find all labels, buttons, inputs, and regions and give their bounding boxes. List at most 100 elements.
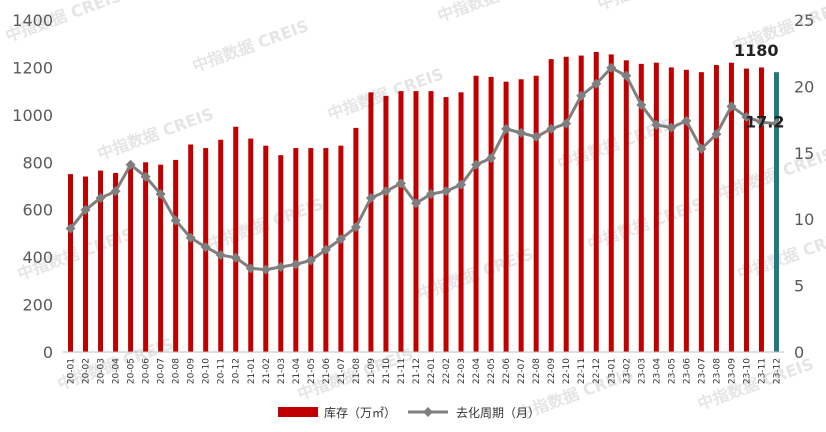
x-tick-label: 20-09 [187, 358, 197, 384]
bar [263, 145, 269, 352]
cycle-marker [696, 143, 707, 154]
bar [143, 162, 149, 352]
cycle-marker [380, 186, 391, 197]
y-right-tick-label: 20 [794, 77, 814, 96]
x-tick-label: 22-09 [547, 358, 557, 384]
cycle-marker [260, 264, 271, 275]
x-tick-label: 20-12 [232, 358, 242, 384]
x-tick-label: 20-05 [127, 358, 137, 384]
bar [233, 126, 239, 353]
bar [188, 144, 194, 352]
bar [518, 79, 524, 352]
x-tick-label: 22-10 [562, 358, 572, 384]
x-tick-label: 20-10 [202, 358, 212, 384]
x-tick-label: 21-07 [337, 358, 347, 384]
y-left-tick-label: 200 [22, 296, 53, 315]
cycle-marker [245, 263, 256, 274]
x-tick-label: 21-02 [262, 358, 272, 384]
x-tick-label: 21-04 [292, 358, 302, 384]
x-tick-label: 22-12 [592, 358, 602, 384]
bar [698, 72, 704, 353]
bar [728, 62, 734, 352]
bar [758, 67, 764, 353]
cycle-marker [335, 234, 346, 245]
cycle-marker [651, 119, 662, 130]
bar [128, 167, 134, 352]
y-left-tick-label: 600 [22, 201, 53, 220]
x-tick-label: 22-02 [442, 358, 452, 384]
bar [563, 56, 569, 352]
cycle-marker [726, 101, 737, 112]
cycle-marker [561, 118, 572, 129]
x-tick-label: 22-03 [457, 358, 467, 384]
bar [368, 92, 374, 352]
watermark-text: 中指数据 CREIS [595, 0, 716, 14]
x-tick-label: 23-11 [757, 358, 767, 384]
bar [743, 68, 749, 353]
x-tick-label: 23-09 [727, 358, 737, 384]
bar [248, 138, 254, 352]
bar [443, 97, 449, 352]
x-tick-label: 20-08 [172, 358, 182, 384]
x-tick-label: 23-03 [637, 358, 647, 384]
bar [623, 60, 629, 353]
bar [338, 145, 344, 352]
x-tick-label: 23-02 [622, 358, 632, 384]
cycle-marker [305, 255, 316, 266]
x-tick-label: 22-04 [472, 358, 482, 384]
bar [578, 55, 584, 352]
bar [503, 81, 509, 352]
cycle-marker [170, 215, 181, 226]
axes: 0 200 400 600 800 1000 1200 1400 0 5 10 15 20 25 20-01… [12, 11, 814, 384]
cycle-marker [501, 123, 512, 134]
x-tick-label: 23-06 [682, 358, 692, 384]
bar [398, 91, 404, 352]
x-tick-label: 21-12 [412, 358, 422, 384]
legend-line-label: 去化周期（月） [456, 406, 540, 420]
cycle-marker [681, 115, 692, 126]
y-right-tick-label: 25 [794, 11, 814, 30]
y-right-tick-label: 15 [794, 144, 814, 163]
watermark-text: 中指数据 CREIS [435, 0, 556, 26]
y-right-tick-label: 0 [794, 343, 804, 362]
last-bar-value-label: 1180 [734, 41, 779, 60]
legend-bar-swatch [278, 407, 318, 417]
cycle-marker [200, 242, 211, 253]
cycle-marker [666, 122, 677, 133]
bar [533, 75, 539, 352]
y-left-tick-label: 400 [22, 248, 53, 267]
cycle-marker [486, 153, 497, 164]
bar [428, 91, 434, 352]
cycle-marker [395, 178, 406, 189]
y-left-tick-label: 800 [22, 153, 53, 172]
cycle-marker [516, 127, 527, 138]
y-right-tick-label: 10 [794, 210, 814, 229]
cycle-marker [95, 192, 106, 203]
cycle-marker [771, 118, 782, 129]
bar-highlight [773, 72, 779, 353]
annotations: 1180 17.2 [734, 41, 785, 132]
bar [173, 159, 179, 352]
y-left-tick-label: 0 [43, 343, 53, 362]
x-tick-label: 23-01 [607, 358, 617, 384]
bar [293, 148, 299, 352]
bar [713, 65, 719, 352]
bar [218, 139, 224, 352]
cycle-marker [410, 198, 421, 209]
x-tick-label: 23-08 [712, 358, 722, 384]
cycle-marker [65, 223, 76, 234]
cycle-marker [110, 186, 121, 197]
x-tick-label: 23-04 [652, 358, 662, 384]
x-tick-label: 20-04 [112, 358, 122, 384]
x-tick-label: 23-05 [667, 358, 677, 384]
cycle-marker [125, 159, 136, 170]
cycle-marker [80, 204, 91, 215]
cycle-marker [621, 70, 632, 81]
bar [68, 174, 74, 352]
x-tick-label: 23-10 [742, 358, 752, 384]
bar [488, 76, 494, 352]
cycle-marker [756, 117, 767, 128]
last-line-value-label: 17.2 [745, 113, 784, 132]
bar [593, 52, 599, 352]
legend: 库存（万㎡） 去化周期（月） [278, 405, 540, 420]
